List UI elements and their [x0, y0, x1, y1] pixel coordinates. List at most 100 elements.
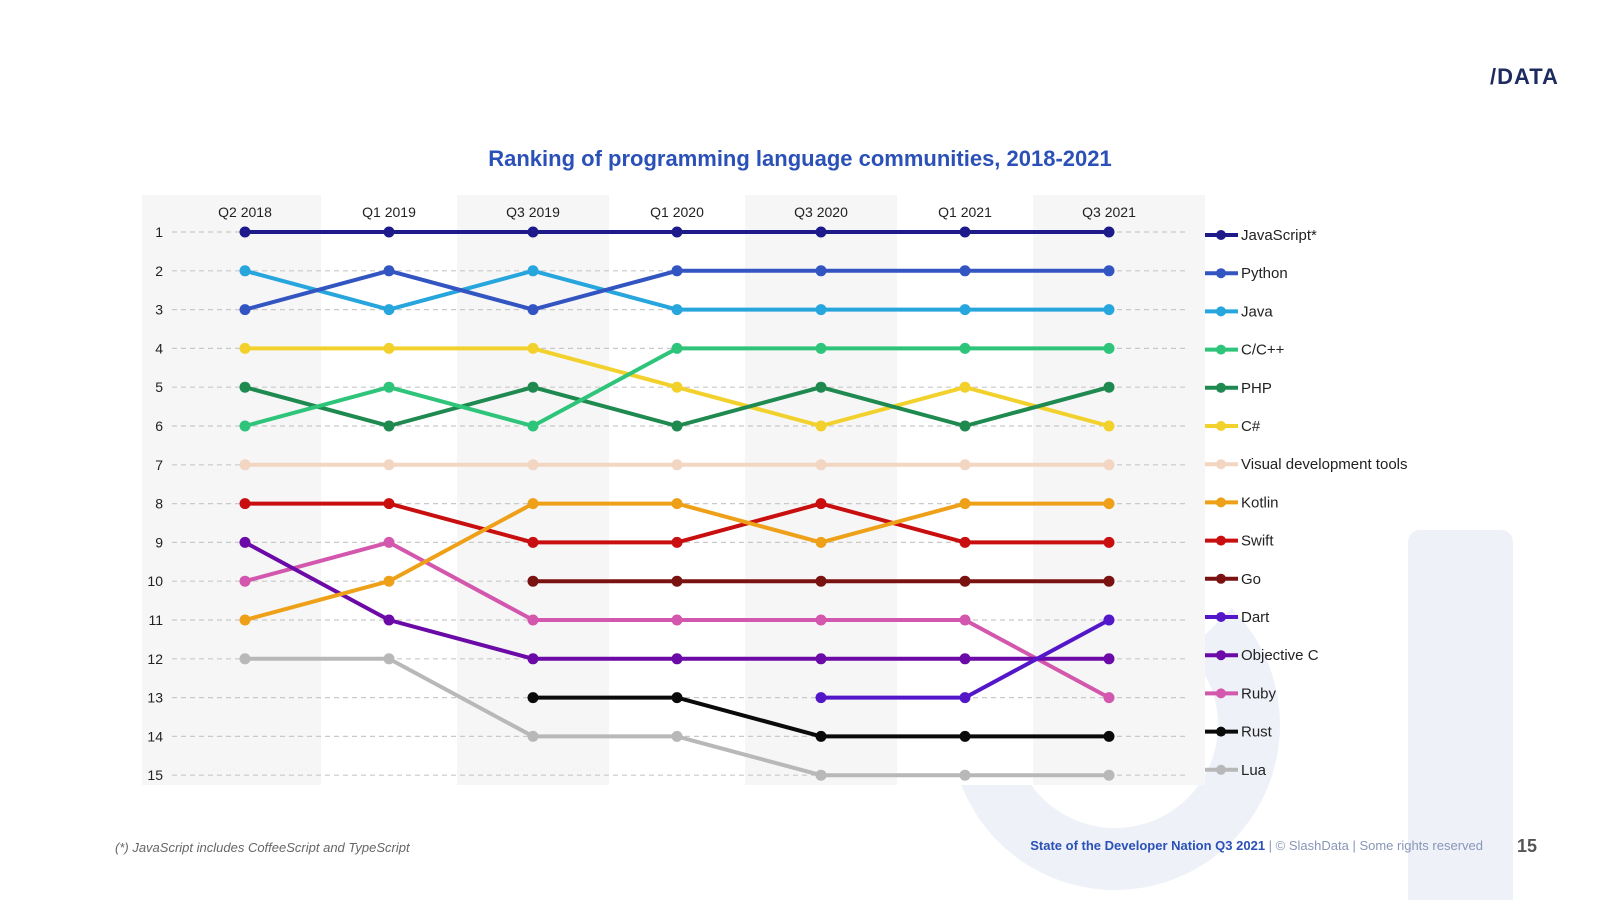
chart-title: Ranking of programming language communit… — [488, 146, 1112, 171]
legend-item-kotlin: Kotlin — [1205, 494, 1279, 511]
data-point-swift — [815, 498, 827, 510]
data-point-javascript — [527, 226, 539, 238]
legend-label: Kotlin — [1241, 494, 1279, 511]
legend-swatch-marker — [1216, 612, 1226, 622]
data-point-ruby — [959, 614, 971, 626]
data-point-javascript — [383, 226, 395, 238]
x-tick-label: Q1 2020 — [650, 204, 704, 220]
data-point-ruby — [239, 575, 251, 587]
data-point-objective-c — [239, 536, 251, 548]
legend-swatch-marker — [1216, 306, 1226, 317]
legend-item-java: Java — [1205, 303, 1273, 320]
legend-swatch-marker — [1216, 535, 1226, 546]
footnote: (*) JavaScript includes CoffeeScript and… — [115, 840, 410, 855]
data-point-c — [383, 342, 395, 354]
data-point-python — [959, 265, 971, 277]
data-point-go — [671, 575, 683, 587]
legend-label: Go — [1241, 571, 1261, 588]
data-point-java — [239, 265, 251, 277]
x-tick-label: Q2 2018 — [218, 204, 272, 220]
x-tick-label: Q1 2021 — [938, 204, 992, 220]
legend-swatch-marker — [1216, 764, 1226, 775]
data-point-c-c — [383, 381, 395, 393]
data-point-python — [527, 304, 539, 316]
data-point-visual-development-tools — [527, 459, 539, 471]
y-tick-label: 4 — [155, 340, 163, 356]
data-point-kotlin — [239, 614, 251, 626]
legend-item-c: C# — [1205, 418, 1261, 435]
legend-item-python: Python — [1205, 265, 1288, 282]
data-point-swift — [959, 536, 971, 548]
data-point-lua — [239, 653, 251, 665]
data-point-php — [815, 381, 827, 393]
data-point-c — [527, 342, 539, 354]
legend-item-javascript: JavaScript* — [1205, 227, 1317, 244]
column-band — [457, 195, 609, 785]
data-point-php — [383, 420, 395, 432]
data-point-java — [1103, 304, 1115, 316]
data-point-kotlin — [671, 498, 683, 510]
data-point-go — [527, 575, 539, 587]
data-point-swift — [239, 498, 251, 510]
legend-label: Ruby — [1241, 685, 1277, 702]
data-point-dart — [959, 692, 971, 704]
legend-item-lua: Lua — [1205, 762, 1267, 779]
legend-label: Rust — [1241, 724, 1273, 741]
footer-report-title: State of the Developer Nation Q3 2021 — [1030, 838, 1266, 853]
data-point-visual-development-tools — [671, 459, 683, 471]
legend-item-dart: Dart — [1205, 609, 1270, 626]
legend-swatch-marker — [1216, 382, 1226, 393]
data-point-python — [815, 265, 827, 277]
y-tick-label: 9 — [155, 534, 163, 550]
data-point-c-c — [1103, 342, 1115, 354]
data-point-visual-development-tools — [1103, 459, 1115, 471]
data-point-lua — [1103, 769, 1115, 781]
legend-label: C# — [1241, 418, 1261, 435]
footer-credits: State of the Developer Nation Q3 2021 | … — [1030, 838, 1483, 853]
y-tick-label: 10 — [147, 573, 163, 589]
data-point-dart — [1103, 614, 1115, 626]
data-point-go — [959, 575, 971, 587]
data-point-kotlin — [1103, 498, 1115, 510]
y-tick-label: 5 — [155, 379, 163, 395]
data-point-javascript — [239, 226, 251, 238]
y-tick-label: 11 — [148, 612, 163, 628]
x-tick-label: Q1 2019 — [362, 204, 416, 220]
legend-swatch-marker — [1216, 497, 1226, 508]
data-point-php — [959, 420, 971, 432]
column-band — [142, 195, 321, 785]
legend-label: Lua — [1241, 762, 1267, 779]
y-tick-label: 15 — [147, 767, 163, 783]
legend-label: JavaScript* — [1241, 227, 1317, 244]
legend-item-c-c: C/C++ — [1205, 342, 1285, 359]
data-point-visual-development-tools — [959, 459, 971, 471]
data-point-go — [1103, 575, 1115, 587]
data-point-rust — [671, 692, 683, 704]
data-point-swift — [383, 498, 395, 510]
data-point-javascript — [1103, 226, 1115, 238]
data-point-c-c — [671, 342, 683, 354]
slashdata-logo: /DATA — [1490, 64, 1559, 89]
y-tick-label: 3 — [155, 302, 163, 318]
legend-item-visual-development-tools: Visual development tools — [1205, 456, 1408, 473]
data-point-ruby — [1103, 692, 1115, 704]
data-point-kotlin — [383, 575, 395, 587]
data-point-objective-c — [671, 653, 683, 665]
data-point-python — [239, 304, 251, 316]
data-point-visual-development-tools — [383, 459, 395, 471]
data-point-lua — [959, 769, 971, 781]
data-point-go — [815, 575, 827, 587]
data-point-java — [815, 304, 827, 316]
legend-label: Python — [1241, 265, 1288, 282]
data-point-objective-c — [527, 653, 539, 665]
data-point-ruby — [671, 614, 683, 626]
data-point-ruby — [815, 614, 827, 626]
footer-copyright: © SlashData — [1275, 838, 1349, 853]
legend-label: Objective C — [1241, 647, 1319, 664]
x-tick-label: Q3 2019 — [506, 204, 560, 220]
legend-item-objective-c: Objective C — [1205, 647, 1319, 664]
footer-separator: | — [1348, 838, 1360, 853]
data-point-kotlin — [527, 498, 539, 510]
legend-label: C/C++ — [1241, 342, 1285, 359]
data-point-php — [527, 381, 539, 393]
